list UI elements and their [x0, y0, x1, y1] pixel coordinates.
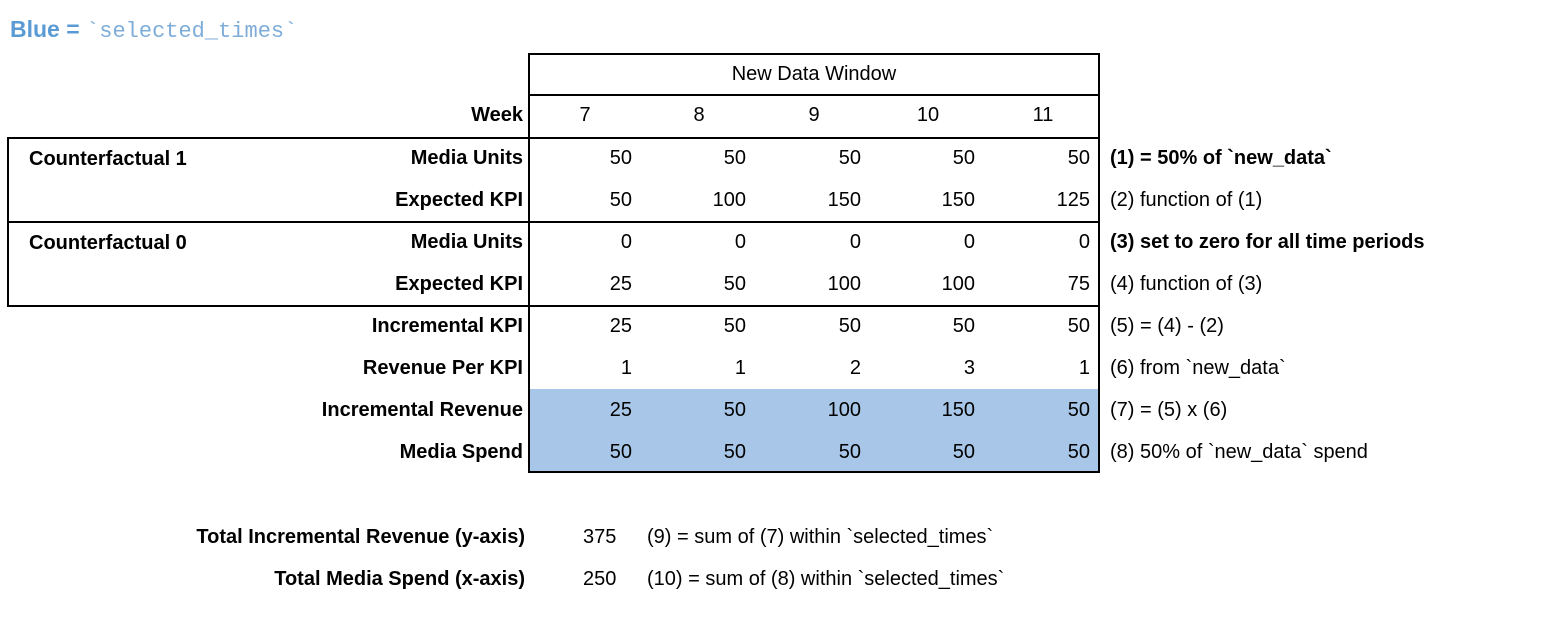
total-media-spend-label: Total Media Spend (x-axis)	[274, 568, 525, 590]
table-cell: 1	[1078, 357, 1090, 379]
table-cell: 100	[941, 273, 975, 295]
table-cell-highlighted: 100	[827, 399, 861, 421]
annotation-1: (1) = 50% of `new_data`	[1110, 147, 1332, 169]
table-cell-highlighted: 50	[1067, 399, 1090, 421]
table-cell: 0	[620, 231, 632, 253]
row-label-media-units-cf1: Media Units	[410, 147, 523, 169]
week-header: 9	[808, 104, 820, 126]
divider-cf1-cf0	[530, 221, 1098, 223]
table-cell: 50	[1067, 315, 1090, 337]
week-header: 10	[916, 104, 940, 126]
table-cell: 100	[827, 273, 861, 295]
table-cell: 1	[734, 357, 746, 379]
table-cell: 0	[734, 231, 746, 253]
table-cell-highlighted: 150	[941, 399, 975, 421]
total-media-spend-value: 250	[583, 568, 617, 590]
row-label-expected-kpi-cf1: Expected KPI	[395, 189, 523, 211]
annotation-6: (6) from `new_data`	[1110, 357, 1286, 379]
annotation-3: (3) set to zero for all time periods	[1110, 231, 1425, 253]
table-cell: 50	[838, 315, 861, 337]
row-label-revenue-per-kpi: Revenue Per KPI	[362, 357, 523, 379]
new-data-window-header: New Data Window	[731, 63, 897, 85]
week-header: 11	[1032, 104, 1054, 126]
table-cell: 75	[1067, 273, 1090, 295]
total-incremental-revenue-value: 375	[583, 526, 617, 548]
table-cell: 50	[609, 147, 632, 169]
week-header: 7	[579, 104, 591, 126]
table-cell: 25	[609, 273, 632, 295]
table-cell-highlighted: 50	[723, 399, 746, 421]
week-row-label: Week	[471, 104, 523, 126]
table-cell: 50	[1067, 147, 1090, 169]
divider-below-header	[530, 94, 1098, 96]
table-cell: 50	[723, 315, 746, 337]
legend-prefix: Blue =	[10, 16, 87, 42]
divider-cf0-increments	[530, 305, 1098, 307]
table-cell-highlighted: 50	[609, 441, 632, 463]
counterfactual-1-label: Counterfactual 1	[29, 148, 187, 170]
table-cell: 0	[1078, 231, 1090, 253]
divider-below-weeks	[530, 137, 1098, 139]
legend-note: Blue = `selected_times`	[10, 16, 297, 44]
table-cell-highlighted: 50	[1067, 441, 1090, 463]
table-cell: 150	[941, 189, 975, 211]
table-cell: 50	[838, 147, 861, 169]
table-cell-highlighted: 25	[609, 399, 632, 421]
table-cell: 150	[827, 189, 861, 211]
row-label-incremental-kpi: Incremental KPI	[371, 315, 523, 337]
table-cell: 50	[952, 147, 975, 169]
table-cell: 0	[849, 231, 861, 253]
annotation-8: (8) 50% of `new_data` spend	[1110, 441, 1368, 463]
table-cell: 1	[620, 357, 632, 379]
table-cell: 25	[609, 315, 632, 337]
legend-code-selected-times: `selected_times`	[86, 19, 298, 44]
annotation-7: (7) = (5) x (6)	[1110, 399, 1228, 421]
table-cell-highlighted: 50	[952, 441, 975, 463]
table-cell: 50	[723, 147, 746, 169]
table-cell-highlighted: 50	[723, 441, 746, 463]
annotation-5: (5) = (4) - (2)	[1110, 315, 1224, 337]
week-header: 8	[693, 104, 705, 126]
table-cell: 125	[1056, 189, 1090, 211]
annotation-9: (9) = sum of (7) within `selected_times`	[647, 526, 994, 548]
row-label-media-spend: Media Spend	[399, 441, 523, 463]
table-cell: 3	[963, 357, 975, 379]
counterfactual-0-box: Counterfactual 0	[7, 221, 530, 307]
total-incremental-revenue-label: Total Incremental Revenue (y-axis)	[196, 526, 525, 548]
row-label-incremental-revenue: Incremental Revenue	[321, 399, 523, 421]
table-cell: 100	[712, 189, 746, 211]
annotation-2: (2) function of (1)	[1110, 189, 1263, 211]
data-table-frame	[528, 53, 1100, 473]
row-label-media-units-cf0: Media Units	[410, 231, 523, 253]
counterfactual-0-label: Counterfactual 0	[29, 232, 187, 254]
table-cell: 50	[609, 189, 632, 211]
table-cell: 50	[723, 273, 746, 295]
annotation-4: (4) function of (3)	[1110, 273, 1263, 295]
annotation-10: (10) = sum of (8) within `selected_times…	[647, 568, 1005, 590]
table-cell: 2	[849, 357, 861, 379]
row-label-expected-kpi-cf0: Expected KPI	[395, 273, 523, 295]
selected-times-highlight	[530, 389, 1098, 471]
table-cell: 0	[963, 231, 975, 253]
table-cell: 50	[952, 315, 975, 337]
table-cell-highlighted: 50	[838, 441, 861, 463]
